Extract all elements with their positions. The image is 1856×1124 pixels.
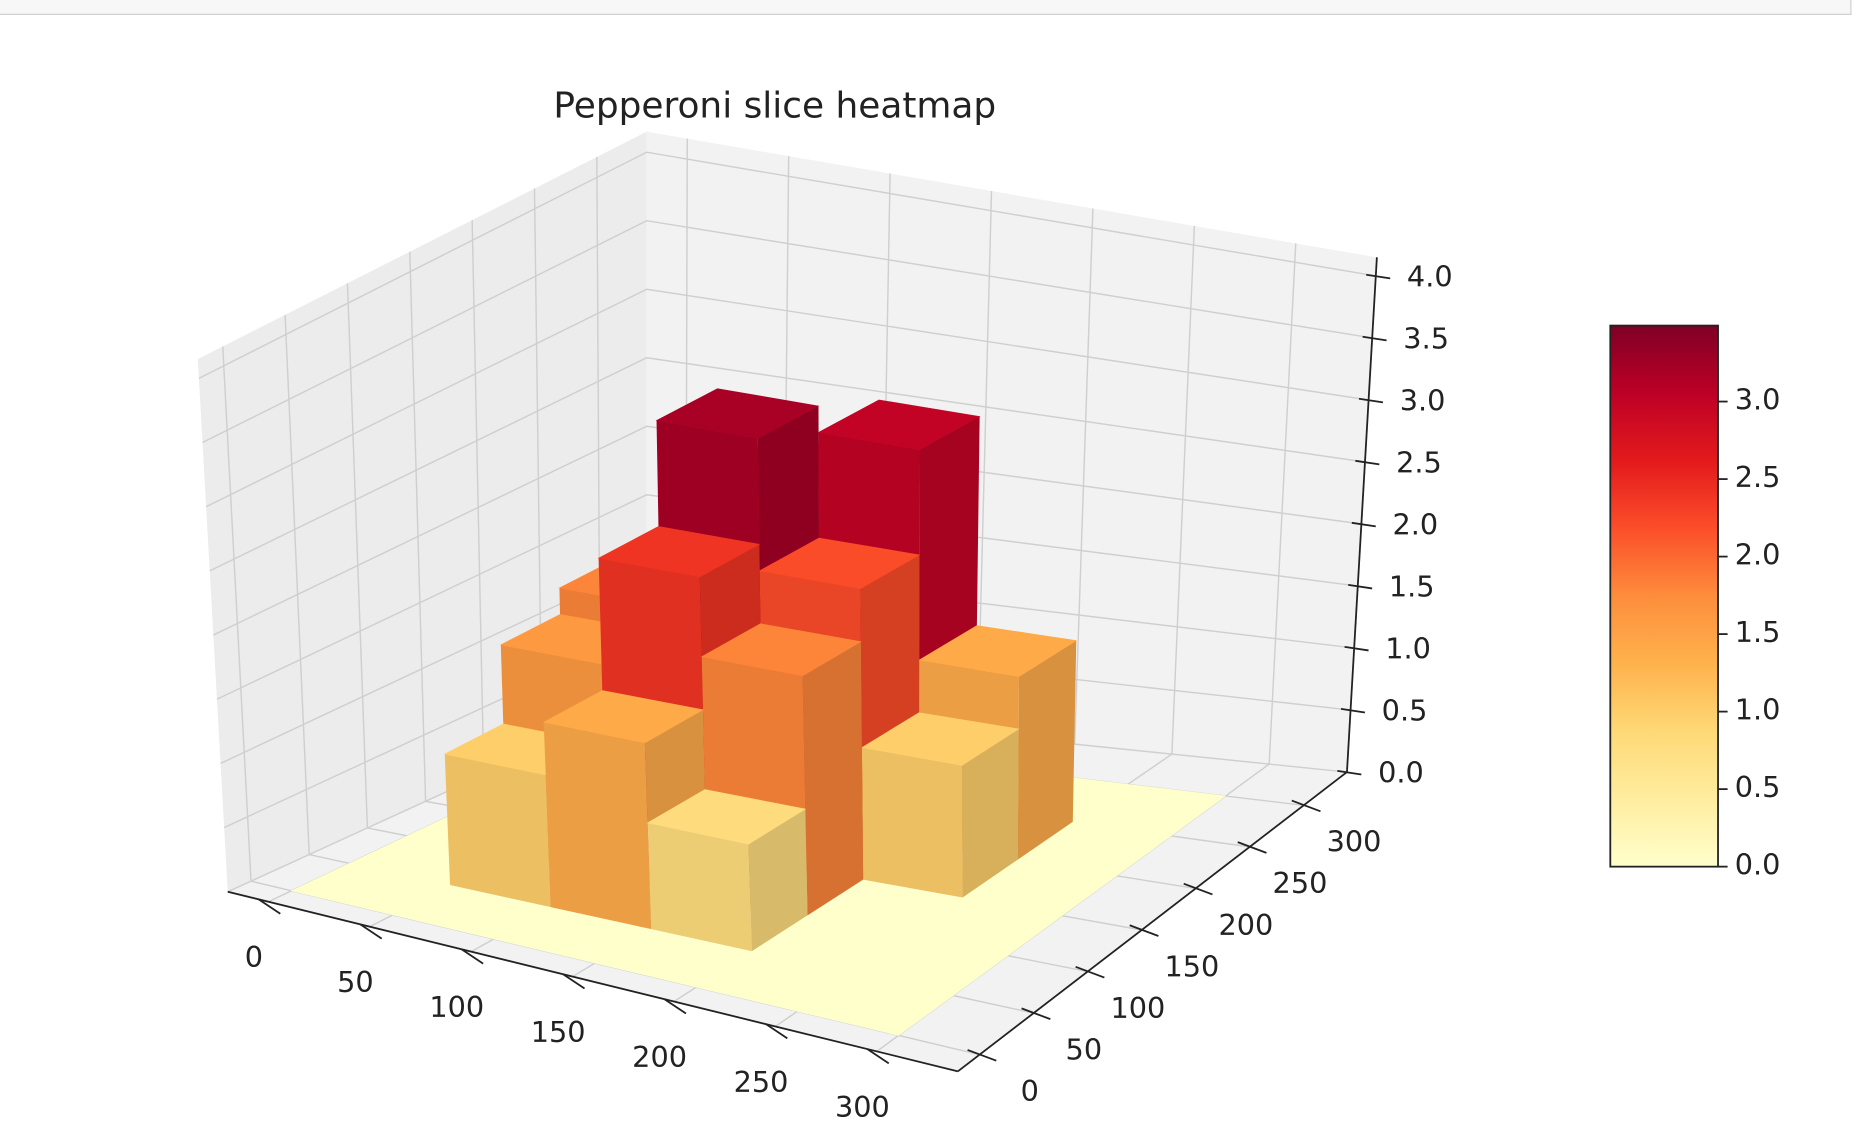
z-tick-label: 0.5 xyxy=(1382,693,1428,727)
bar-side xyxy=(647,822,752,952)
y-tick-label: 250 xyxy=(1273,866,1328,900)
z-tick xyxy=(1355,459,1380,466)
code-cell xyxy=(0,0,1852,15)
z-tick-label: 3.0 xyxy=(1400,383,1446,417)
x-tick xyxy=(765,1023,788,1040)
y-tick xyxy=(1075,965,1105,979)
y-tick xyxy=(1021,1007,1051,1020)
y-tick-label: 50 xyxy=(1066,1032,1103,1066)
z-axis-line xyxy=(1346,257,1378,773)
x-tick-label: 50 xyxy=(337,965,374,999)
bar-top xyxy=(597,526,761,578)
x-axis-line xyxy=(227,890,959,1073)
bar-side xyxy=(444,754,551,908)
z-tick xyxy=(1366,273,1391,280)
x-tick-label: 0 xyxy=(245,940,263,974)
y-tick xyxy=(1183,882,1213,896)
x-tick-label: 150 xyxy=(531,1015,586,1049)
x-tick xyxy=(258,898,281,915)
x-tick xyxy=(562,973,586,990)
surface xyxy=(290,388,1227,1036)
y-tick-label: 100 xyxy=(1110,991,1165,1025)
z-tick xyxy=(1362,335,1387,342)
z-tick-label: 0.0 xyxy=(1378,755,1424,789)
colorbar-tick-label: 1.5 xyxy=(1735,615,1781,649)
y-tick xyxy=(1291,799,1321,813)
colorbar-tick-label: 2.0 xyxy=(1735,538,1781,572)
bar-top xyxy=(758,537,921,589)
bar-top xyxy=(817,399,981,450)
y-axis-line xyxy=(957,771,1348,1073)
y-tick xyxy=(967,1049,997,1062)
z-tick-label: 1.0 xyxy=(1385,631,1431,665)
bar-top xyxy=(655,388,820,439)
z-tick xyxy=(1340,707,1366,714)
colorbar-tick-label: 2.5 xyxy=(1735,460,1781,494)
colorbar-tick-label: 1.0 xyxy=(1735,693,1781,727)
z-tick-label: 3.5 xyxy=(1403,321,1449,355)
bar-top xyxy=(796,973,954,1036)
bar-side xyxy=(1017,640,1077,861)
grid-line xyxy=(216,494,1358,700)
grid-line xyxy=(209,356,1366,572)
z-tick-label: 2.5 xyxy=(1396,445,1442,479)
bar-side xyxy=(748,809,808,952)
y-tick-label: 300 xyxy=(1327,825,1382,859)
x-tick xyxy=(663,998,687,1015)
bar-side xyxy=(961,728,1019,898)
grid-line xyxy=(205,288,1369,508)
bar-top xyxy=(646,789,807,845)
x-tick xyxy=(461,948,484,965)
z-tick xyxy=(1358,397,1384,404)
z-tick xyxy=(1348,583,1373,590)
z-tick-label: 1.5 xyxy=(1389,569,1435,603)
grid-line xyxy=(213,425,1362,636)
bar-top xyxy=(542,690,704,744)
z-tick xyxy=(1351,521,1376,528)
y-tick-label: 0 xyxy=(1021,1074,1039,1108)
bar-side xyxy=(543,722,652,930)
x-tick xyxy=(866,1048,890,1065)
x-tick-label: 200 xyxy=(632,1040,687,1074)
colorbar-tick-label: 0.5 xyxy=(1735,770,1781,804)
bar-side xyxy=(861,747,963,898)
grid-line xyxy=(202,219,1373,444)
colorbar xyxy=(1609,324,1719,868)
chart-title: Pepperoni slice heatmap xyxy=(553,86,996,127)
z-tick xyxy=(1337,769,1362,776)
bar-top xyxy=(861,712,1020,766)
bar-top xyxy=(918,625,1078,677)
bar-side xyxy=(802,641,864,916)
colorbar-tick-label: 3.0 xyxy=(1735,383,1781,417)
y-tick xyxy=(1237,841,1267,854)
x-tick-label: 100 xyxy=(429,990,484,1024)
x-tick-label: 250 xyxy=(734,1065,789,1099)
colorbar-tick-label: 0.0 xyxy=(1735,848,1781,882)
grid-line xyxy=(198,151,1376,379)
z-tick xyxy=(1344,645,1369,652)
bar-top xyxy=(700,623,862,677)
y-tick-label: 150 xyxy=(1164,949,1219,983)
z-tick-label: 4.0 xyxy=(1407,259,1453,293)
z-tick-label: 2.0 xyxy=(1393,507,1439,541)
y-tick-label: 200 xyxy=(1219,908,1274,942)
y-tick xyxy=(1129,924,1159,937)
x-tick xyxy=(359,923,383,940)
x-tick-label: 300 xyxy=(835,1090,890,1124)
